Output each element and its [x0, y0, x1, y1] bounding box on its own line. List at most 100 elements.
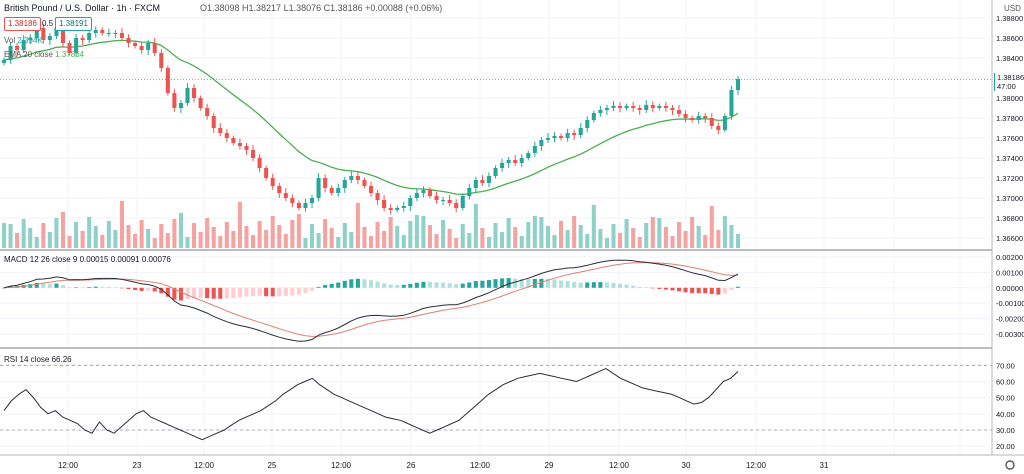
macd-histogram-bar	[67, 287, 72, 288]
candle-body	[375, 193, 380, 200]
volume-bar	[218, 236, 223, 248]
x-tick-label: 26	[407, 461, 416, 470]
macd-histogram-bar	[572, 282, 577, 288]
volume-bar	[545, 226, 550, 248]
volume-bar	[611, 224, 616, 248]
macd-histogram-bar	[159, 287, 164, 294]
ema-legend[interactable]: EMA 20 close 1.37864	[4, 50, 84, 59]
macd-histogram-bar	[565, 281, 570, 288]
macd-histogram-bar	[270, 287, 275, 297]
candle-body	[224, 133, 229, 138]
candle-body	[696, 116, 701, 120]
volume-bar	[519, 236, 524, 248]
macd-histogram-bar	[349, 279, 354, 288]
volume-bar	[683, 231, 688, 248]
gear-icon[interactable]	[1005, 460, 1015, 470]
candle-body	[559, 136, 564, 138]
candle-body	[87, 33, 92, 40]
macd-histogram-bar	[100, 286, 105, 288]
macd-histogram-bar	[460, 283, 465, 288]
candle-body	[316, 178, 321, 198]
macd-histogram-bar	[231, 287, 236, 299]
macd-histogram-bar	[28, 284, 33, 288]
macd-histogram-bar	[454, 284, 459, 288]
volume-bar	[716, 230, 721, 248]
macd-histogram-bar	[513, 278, 518, 288]
macd-histogram-bar	[401, 284, 406, 288]
candle-body	[15, 46, 20, 50]
candle-body	[460, 196, 465, 208]
macd-histogram-bar	[34, 282, 39, 288]
candle-body	[447, 200, 452, 203]
macd-histogram-bar	[539, 278, 544, 288]
macd-histogram-bar	[362, 279, 367, 288]
candle-body	[47, 36, 52, 40]
buy-price-button[interactable]: 1.38191	[55, 17, 92, 31]
volume-bar	[552, 235, 557, 248]
volume-bar	[670, 236, 675, 248]
macd-histogram-bar	[683, 287, 688, 293]
macd-histogram-bar	[735, 286, 741, 288]
candle-body	[565, 133, 570, 138]
macd-histogram-bar	[670, 287, 675, 291]
candle-body	[683, 114, 688, 118]
macd-histogram-bar	[211, 287, 216, 299]
volume-bar	[729, 225, 734, 248]
volume-bar	[41, 223, 46, 248]
ema-label: EMA 20 close	[4, 50, 53, 59]
sell-price-button[interactable]: 1.38186	[4, 17, 41, 31]
volume-bar	[480, 228, 485, 248]
macd-histogram-bar	[578, 282, 583, 288]
macd-histogram-bar	[427, 281, 433, 288]
volume-bar	[342, 223, 347, 248]
macd-histogram-bar	[106, 287, 111, 288]
candle-body	[126, 38, 131, 43]
candle-body	[362, 180, 367, 186]
volume-bar	[506, 218, 511, 248]
volume-bar	[244, 226, 249, 248]
candle-body	[395, 208, 400, 210]
macd-histogram-bar	[309, 287, 315, 291]
candle-body	[349, 176, 354, 180]
candle-body	[1, 60, 7, 63]
x-tick-label: 30	[682, 461, 691, 470]
macd-histogram-bar	[165, 287, 170, 297]
volume-bar	[414, 215, 419, 248]
macd-histogram-bar	[146, 287, 151, 291]
y-tick-label: 0.00000	[996, 284, 1023, 293]
candle-body	[368, 186, 374, 193]
candle-body	[178, 103, 183, 108]
volume-bar	[434, 234, 439, 248]
candle-body	[519, 158, 524, 163]
macd-histogram-bar	[624, 284, 629, 288]
volume-bar	[34, 237, 39, 248]
candle-body	[185, 88, 190, 103]
macd-histogram-bar	[716, 287, 721, 295]
candle-body	[545, 138, 550, 140]
candle-body	[270, 178, 275, 186]
candle-body	[303, 203, 308, 208]
macd-histogram-bar	[80, 287, 85, 289]
volume-bar	[585, 234, 590, 248]
volume-bar	[657, 218, 662, 248]
symbol-title[interactable]: British Pound / U.S. Dollar · 1h · FXCM	[4, 3, 161, 13]
candle-body	[473, 180, 478, 188]
y-tick-label: 1.37800	[996, 114, 1023, 123]
candle-body	[663, 106, 668, 108]
macd-histogram-bar	[74, 287, 79, 288]
x-tick-label: 31	[820, 461, 829, 470]
volume-bar	[119, 201, 124, 248]
volume-bar	[460, 224, 465, 248]
volume-bar	[303, 238, 308, 248]
volume-bar	[60, 212, 66, 248]
macd-histogram-bar	[237, 287, 242, 298]
rsi-line	[3, 368, 739, 441]
y-tick-label: 20.00	[996, 442, 1015, 451]
y-tick-label: -0.00200	[996, 315, 1024, 324]
candle-body	[598, 110, 603, 113]
macd-histogram-bar	[283, 287, 288, 296]
volume-legend[interactable]: Vol 2.394K	[4, 36, 43, 45]
macd-histogram-bar	[690, 287, 695, 294]
volume-bar	[631, 228, 636, 248]
